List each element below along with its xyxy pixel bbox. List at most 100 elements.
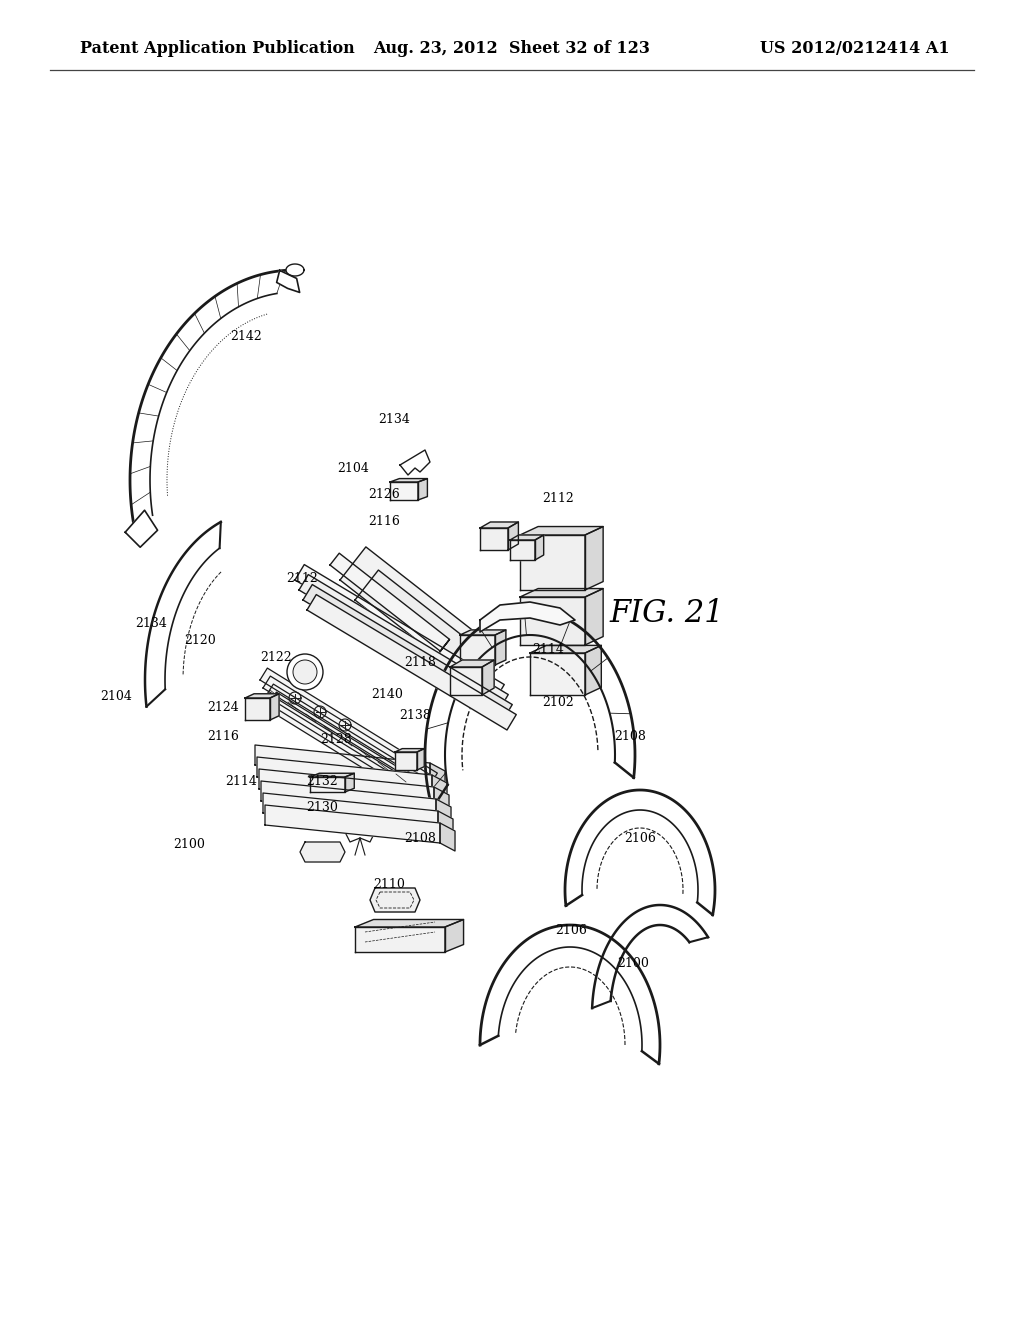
- Polygon shape: [345, 825, 375, 842]
- Text: 2126: 2126: [368, 488, 400, 502]
- Text: 2106: 2106: [624, 832, 656, 845]
- Polygon shape: [263, 793, 438, 832]
- Text: 2120: 2120: [183, 634, 216, 647]
- Polygon shape: [272, 700, 450, 817]
- Polygon shape: [266, 684, 443, 801]
- Polygon shape: [299, 574, 508, 710]
- Text: 2106: 2106: [555, 924, 588, 937]
- Polygon shape: [255, 744, 430, 783]
- Text: FIG. 21: FIG. 21: [609, 598, 724, 630]
- Text: 2134: 2134: [135, 616, 168, 630]
- Polygon shape: [303, 585, 512, 719]
- Text: 2130: 2130: [306, 801, 339, 814]
- Polygon shape: [459, 645, 492, 688]
- Text: 2116: 2116: [368, 515, 400, 528]
- Text: 2104: 2104: [337, 462, 370, 475]
- Text: 2102: 2102: [542, 696, 574, 709]
- Polygon shape: [417, 748, 424, 770]
- Polygon shape: [257, 756, 432, 795]
- Polygon shape: [480, 602, 575, 632]
- Text: 2114: 2114: [224, 775, 257, 788]
- Polygon shape: [535, 535, 544, 560]
- Polygon shape: [440, 822, 455, 851]
- Text: 2100: 2100: [616, 957, 649, 970]
- Text: 2118: 2118: [403, 656, 436, 669]
- Text: 2132: 2132: [306, 775, 339, 788]
- Polygon shape: [460, 635, 495, 665]
- Polygon shape: [400, 450, 430, 475]
- Polygon shape: [510, 535, 544, 540]
- Circle shape: [287, 653, 323, 690]
- Text: 2112: 2112: [542, 492, 574, 506]
- Polygon shape: [520, 527, 603, 535]
- Polygon shape: [355, 920, 464, 927]
- Polygon shape: [355, 570, 497, 693]
- Polygon shape: [269, 692, 446, 809]
- Polygon shape: [245, 698, 270, 719]
- Polygon shape: [520, 589, 603, 597]
- Polygon shape: [450, 667, 482, 696]
- Polygon shape: [310, 777, 345, 792]
- Polygon shape: [295, 565, 504, 700]
- Polygon shape: [434, 787, 449, 814]
- Polygon shape: [276, 271, 300, 293]
- Polygon shape: [355, 927, 445, 952]
- Text: 2116: 2116: [207, 730, 240, 743]
- Polygon shape: [480, 521, 518, 528]
- Text: 2100: 2100: [173, 838, 206, 851]
- Text: 2124: 2124: [207, 701, 240, 714]
- Text: 2142: 2142: [229, 330, 262, 343]
- Polygon shape: [310, 774, 354, 777]
- Polygon shape: [467, 663, 497, 700]
- Polygon shape: [445, 920, 464, 952]
- Polygon shape: [270, 694, 280, 719]
- Text: 2108: 2108: [403, 832, 436, 845]
- Polygon shape: [530, 653, 585, 696]
- Polygon shape: [259, 770, 434, 807]
- Polygon shape: [480, 528, 508, 550]
- Polygon shape: [418, 479, 427, 500]
- Polygon shape: [432, 775, 447, 803]
- Polygon shape: [520, 597, 585, 645]
- Polygon shape: [435, 639, 450, 657]
- Polygon shape: [585, 527, 603, 590]
- Text: 2134: 2134: [378, 413, 411, 426]
- Text: Patent Application Publication: Patent Application Publication: [80, 40, 354, 57]
- Polygon shape: [510, 540, 535, 560]
- Polygon shape: [390, 482, 418, 500]
- Polygon shape: [245, 694, 280, 698]
- Text: 2140: 2140: [371, 688, 403, 701]
- Polygon shape: [340, 546, 492, 678]
- Polygon shape: [430, 763, 445, 791]
- Polygon shape: [345, 774, 354, 792]
- Polygon shape: [450, 660, 495, 667]
- Polygon shape: [370, 888, 420, 912]
- Text: US 2012/0212414 A1: US 2012/0212414 A1: [761, 40, 950, 57]
- Polygon shape: [265, 805, 440, 843]
- Polygon shape: [390, 479, 427, 482]
- Text: 2112: 2112: [286, 572, 318, 585]
- Polygon shape: [585, 589, 603, 645]
- Polygon shape: [508, 521, 518, 550]
- Polygon shape: [261, 781, 436, 818]
- Polygon shape: [530, 645, 601, 653]
- Polygon shape: [438, 810, 453, 840]
- Text: 2114: 2114: [531, 643, 564, 656]
- Polygon shape: [330, 553, 450, 651]
- Text: 2138: 2138: [398, 709, 431, 722]
- Polygon shape: [395, 752, 417, 770]
- Polygon shape: [436, 799, 451, 828]
- Text: 2108: 2108: [613, 730, 646, 743]
- Text: 2122: 2122: [261, 651, 292, 664]
- Polygon shape: [460, 630, 506, 635]
- Polygon shape: [482, 660, 495, 696]
- Polygon shape: [263, 676, 440, 793]
- Circle shape: [293, 660, 317, 684]
- Polygon shape: [520, 535, 585, 590]
- Polygon shape: [125, 511, 158, 548]
- Polygon shape: [307, 594, 516, 730]
- Polygon shape: [260, 668, 437, 785]
- Polygon shape: [395, 748, 424, 752]
- Text: Aug. 23, 2012  Sheet 32 of 123: Aug. 23, 2012 Sheet 32 of 123: [374, 40, 650, 57]
- Polygon shape: [300, 842, 345, 862]
